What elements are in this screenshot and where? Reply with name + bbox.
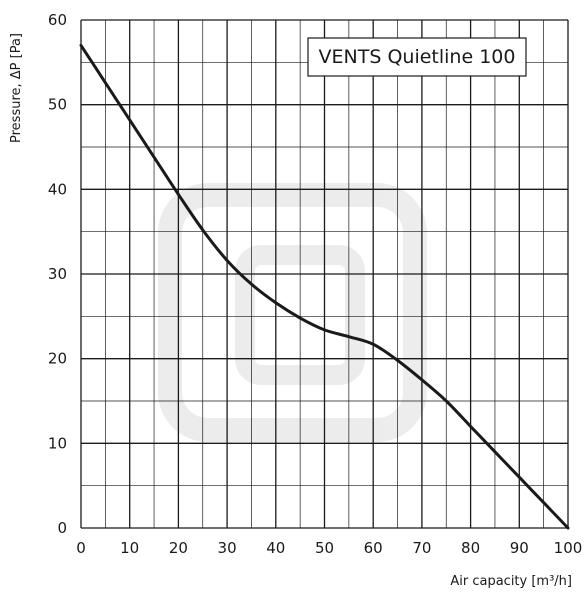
chart-title: VENTS Quietline 100	[319, 46, 516, 68]
x-tick-label: 100	[554, 539, 583, 557]
x-tick-label: 50	[315, 539, 334, 557]
y-tick-label: 50	[48, 96, 67, 114]
y-tick-label: 40	[48, 180, 67, 198]
x-tick-label: 20	[169, 539, 188, 557]
y-axis-label: Pressure, ΔP [Pa]	[9, 33, 24, 143]
x-tick-label: 60	[364, 539, 383, 557]
chart-legend: VENTS Quietline 100	[307, 37, 527, 77]
y-tick-label: 20	[48, 350, 67, 368]
y-tick-label: 0	[57, 519, 67, 537]
y-tick-label: 30	[48, 265, 67, 283]
x-tick-label: 0	[76, 539, 86, 557]
legend-box	[307, 37, 527, 77]
y-tick-labels: 0 10 20 30 40 50 60	[48, 11, 67, 537]
series-line	[79, 43, 570, 530]
x-axis-label: Air capacity [m³/h]	[450, 574, 572, 589]
x-tick-label: 10	[120, 539, 139, 557]
x-tick-labels: 0 10 20 30 40 50 60 70 80 90 100	[76, 539, 582, 557]
y-tick-label: 10	[48, 434, 67, 452]
series-layer	[79, 43, 570, 530]
x-tick-label: 90	[510, 539, 529, 557]
x-tick-label: 70	[412, 539, 431, 557]
x-tick-label: 40	[266, 539, 285, 557]
x-tick-label: 30	[218, 539, 237, 557]
x-tick-label: 80	[461, 539, 480, 557]
y-tick-label: 60	[48, 11, 67, 29]
major-grid	[80, 19, 569, 529]
